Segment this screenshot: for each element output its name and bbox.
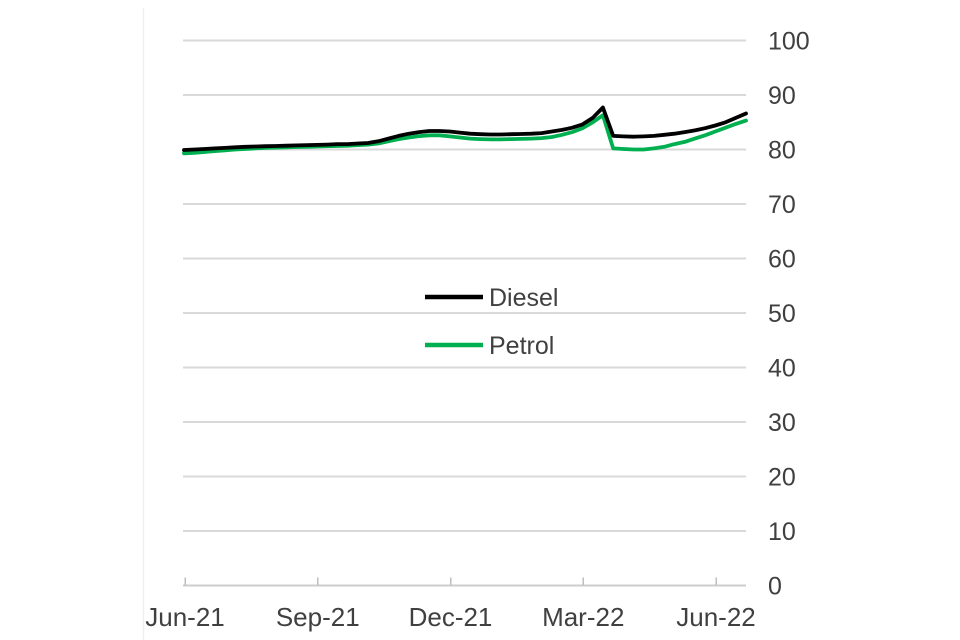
y-axis-label-30: 30 [768, 409, 796, 437]
y-axis-label-90: 90 [768, 82, 796, 110]
x-axis-label-Jun-21: Jun-21 [145, 602, 225, 632]
x-axis-label-Jun-22: Jun-22 [676, 602, 756, 632]
legend-label-petrol: Petrol [489, 332, 554, 360]
y-axis-label-10: 10 [768, 518, 796, 546]
legend: Diesel Petrol [425, 284, 558, 360]
x-axis-label-Dec-21: Dec-21 [409, 602, 493, 632]
y-axis-label-50: 50 [768, 300, 796, 328]
y-axis-label-20: 20 [768, 463, 796, 491]
y-axis-label-100: 100 [768, 27, 810, 55]
legend-item-diesel: Diesel [425, 284, 558, 312]
legend-label-diesel: Diesel [489, 284, 558, 312]
y-axis-label-0: 0 [768, 572, 782, 600]
y-axis-label-60: 60 [768, 245, 796, 273]
y-axis-label-40: 40 [768, 354, 796, 382]
x-axis-label-Sep-21: Sep-21 [276, 602, 360, 632]
x-axis-label-Mar-22: Mar-22 [542, 602, 624, 632]
legend-item-petrol: Petrol [425, 332, 554, 360]
y-axis-label-70: 70 [768, 191, 796, 219]
y-axis-label-80: 80 [768, 136, 796, 164]
series-line-diesel [182, 105, 748, 152]
